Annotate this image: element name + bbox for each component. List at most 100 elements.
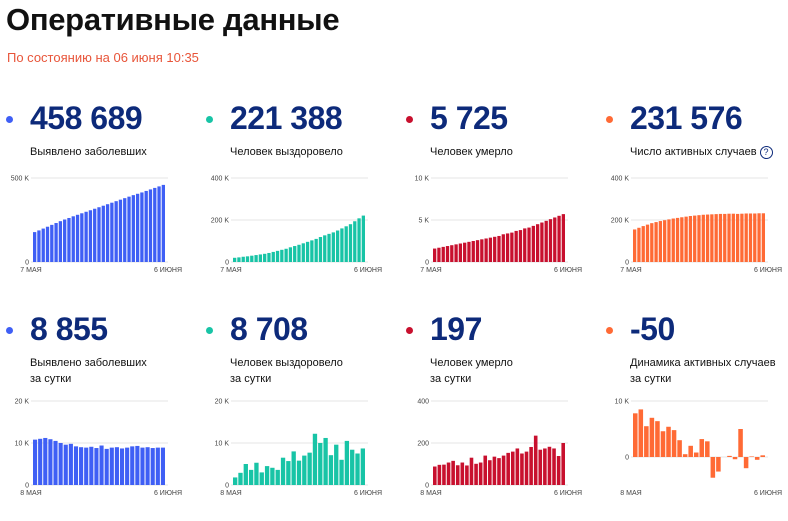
chart-bar xyxy=(33,232,37,262)
chart-bar xyxy=(297,244,301,262)
x-tick-label: 8 МАЯ xyxy=(620,490,641,497)
chart-bar xyxy=(131,195,135,262)
bar-chart: 0 10 K 8 МАЯ 6 ИЮНЯ xyxy=(615,399,782,498)
chart-bar xyxy=(41,228,45,262)
chart-bar xyxy=(67,217,71,262)
x-tick-label: 6 ИЮНЯ xyxy=(754,490,782,497)
chart-bar xyxy=(293,246,297,262)
chart-bar xyxy=(638,409,644,457)
chart-bar xyxy=(693,452,699,457)
y-tick-label: 10 K xyxy=(15,441,30,448)
chart-bar xyxy=(357,218,361,262)
chart-bar xyxy=(135,193,140,262)
chart-bar xyxy=(547,446,552,485)
chart-bar xyxy=(84,447,89,485)
x-tick-label: 6 ИЮНЯ xyxy=(554,490,582,497)
chart-bar xyxy=(701,214,705,262)
chart-bar xyxy=(658,221,663,262)
x-tick-label: 6 ИЮНЯ xyxy=(154,490,182,497)
y-tick-label: 200 K xyxy=(611,218,630,225)
chart-bar xyxy=(749,456,754,457)
chart-bar xyxy=(649,417,655,457)
chart-bar xyxy=(157,186,161,262)
chart-bar xyxy=(743,457,749,469)
bar-chart: 0 500 K 7 МАЯ 6 ИЮНЯ xyxy=(11,176,182,275)
chart-bar xyxy=(33,439,38,485)
y-tick-label: 0 xyxy=(425,260,429,267)
chart-bar xyxy=(471,241,475,262)
chart-bar xyxy=(454,244,458,262)
x-tick-label: 6 ИЮНЯ xyxy=(154,267,182,274)
chart-bar xyxy=(483,455,488,485)
chart-bar xyxy=(105,204,110,262)
stat-card: 231 576 Число активных случаев? 0 200 K 400 … xyxy=(606,100,786,310)
chart-bar xyxy=(38,438,43,485)
chart-bar xyxy=(150,448,155,485)
stat-label: Человек умерло xyxy=(430,144,513,160)
y-tick-label: 0 xyxy=(425,483,429,490)
chart-bar xyxy=(73,446,79,485)
chart-bar xyxy=(437,464,442,485)
chart-bar xyxy=(327,233,331,262)
stat-card: 197 Человек умерло за сутки 0 200 400 8 МАЯ 6 И… xyxy=(406,311,586,521)
chart-bar xyxy=(305,241,310,262)
stat-value: 197 xyxy=(430,311,482,347)
x-tick-label: 8 МАЯ xyxy=(220,490,241,497)
y-tick-label: 5 K xyxy=(418,218,429,225)
chart-bar xyxy=(334,444,339,485)
chart-bar xyxy=(248,469,254,485)
chart-bar xyxy=(114,447,119,485)
chart-bar xyxy=(89,446,94,485)
chart-bar xyxy=(650,223,654,262)
chart-bar xyxy=(641,226,645,262)
chart-bar xyxy=(312,433,318,485)
chart-bar xyxy=(697,215,701,262)
chart-bar xyxy=(48,439,53,485)
chart-bar xyxy=(710,214,714,262)
chart-bar xyxy=(714,214,718,262)
chart-bar xyxy=(161,184,165,262)
chart-bar xyxy=(663,220,667,262)
chart-bar xyxy=(757,213,761,262)
stat-label-text: Динамика активных случаев xyxy=(630,357,776,369)
chart-bar xyxy=(731,213,735,262)
stat-label: Человек выздоровело xyxy=(230,355,343,371)
chart-bar xyxy=(323,437,328,485)
chart-bar xyxy=(553,217,557,262)
chart-bar xyxy=(437,247,441,262)
chart-bar xyxy=(484,238,488,262)
chart-bar xyxy=(510,232,514,262)
chart-bar xyxy=(561,214,565,262)
chart-bar xyxy=(497,235,501,262)
y-tick-label: 20 K xyxy=(15,399,30,406)
chart-bar xyxy=(515,448,520,485)
chart-bar xyxy=(753,213,757,262)
chart-bar xyxy=(140,192,144,262)
series-dot-icon xyxy=(206,116,213,123)
chart-bar xyxy=(114,201,118,262)
help-icon[interactable]: ? xyxy=(759,145,773,159)
chart-bar xyxy=(245,256,250,262)
chart-bar xyxy=(527,227,531,262)
chart-bar xyxy=(45,226,50,262)
chart-bar xyxy=(353,221,357,262)
stat-label-text: Человек умерло xyxy=(430,146,513,158)
chart-bar xyxy=(68,443,73,485)
stat-label: Выявлено заболевших xyxy=(30,144,147,160)
chart-bar xyxy=(254,462,259,485)
chart-bar xyxy=(543,448,547,485)
chart-bar xyxy=(718,213,723,262)
stat-card: -50 Динамика активных случаев за сутки 0 10 … xyxy=(606,311,786,521)
bar-chart: 0 10 K 20 K 8 МАЯ 6 ИЮНЯ xyxy=(15,399,182,498)
chart-bar xyxy=(335,230,340,262)
stat-value: 221 388 xyxy=(230,100,343,136)
status-timestamp: По состоянию на 06 июня 10:35 xyxy=(7,50,199,65)
chart-bar xyxy=(633,229,637,262)
chart-bar xyxy=(233,477,238,485)
chart-bar xyxy=(531,225,535,262)
chart-bar xyxy=(275,250,280,262)
bar-chart: 0 200 400 8 МАЯ 6 ИЮНЯ xyxy=(417,399,582,498)
chart-bar xyxy=(97,207,101,262)
chart-bar xyxy=(556,456,561,485)
chart-bar xyxy=(735,213,740,262)
